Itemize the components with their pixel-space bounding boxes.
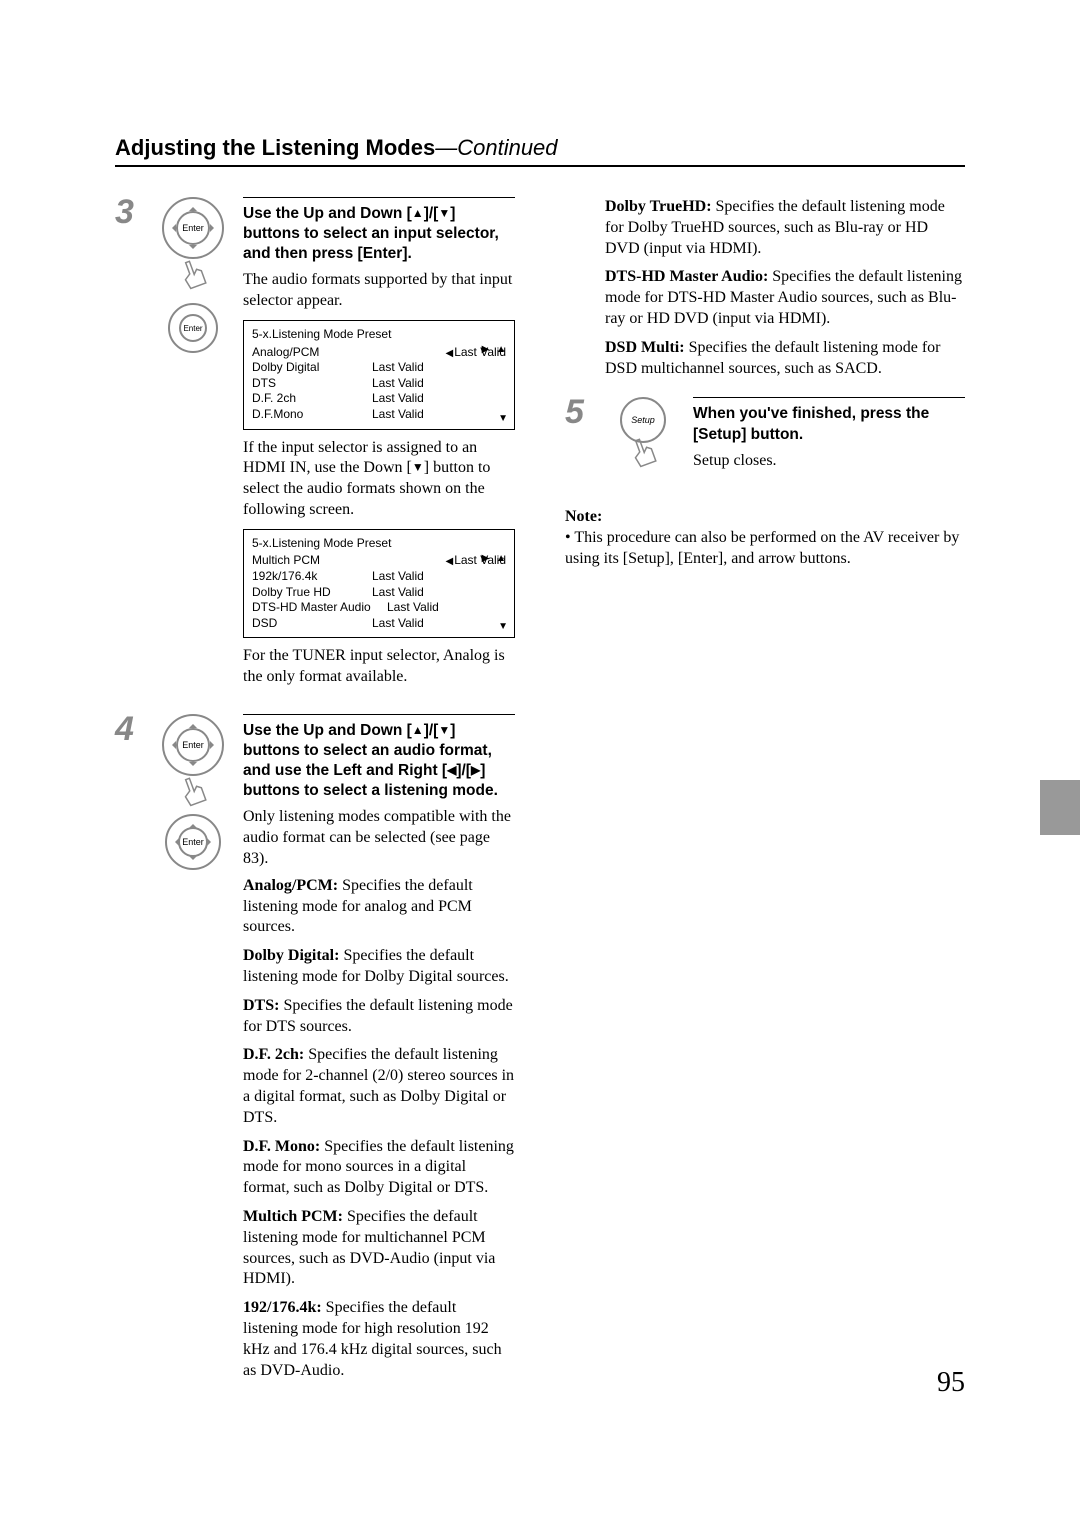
hand-icon xyxy=(617,430,668,481)
hand-icon xyxy=(167,768,218,819)
table-row: Dolby True HDLast Valid xyxy=(252,585,506,601)
title-main: Adjusting the Listening Modes xyxy=(115,135,435,160)
step3-remote-icon: Enter Enter xyxy=(155,197,231,694)
step3-tail: For the TUNER input selector, Analog is … xyxy=(243,646,515,688)
enter-wheel-icon: Enter xyxy=(165,814,221,870)
step5-heading: When you've finished, press the [Setup] … xyxy=(693,404,965,444)
def-item: Dolby Digital: Specifies the default lis… xyxy=(243,946,515,988)
step5-divider xyxy=(693,397,965,398)
step3-divider xyxy=(243,197,515,198)
step4-cont: Dolby TrueHD: Specifies the default list… xyxy=(565,197,965,387)
page-title: Adjusting the Listening Modes—Continued xyxy=(115,135,965,167)
side-tab xyxy=(1040,780,1080,835)
def-item: Dolby TrueHD: Specifies the default list… xyxy=(605,197,965,259)
table-row: Analog/PCMLast Valid xyxy=(252,345,506,361)
step4-divider xyxy=(243,714,515,715)
step-3: 3 Enter Enter Use the U xyxy=(115,197,515,694)
table-row: DSDLast Valid xyxy=(252,616,506,632)
table-row: Multich PCMLast Valid xyxy=(252,553,506,569)
def-item: 192/176.4k: Specifies the default listen… xyxy=(243,1298,515,1381)
note-heading: Note: xyxy=(565,507,965,528)
up-icon: ▲ xyxy=(412,723,424,739)
right-icon: ▶ xyxy=(471,763,480,779)
preset-box1-title: 5-x.Listening Mode Preset xyxy=(252,327,506,343)
step-4: 4 Enter Enter xyxy=(115,714,515,1389)
table-row: D.F. 2chLast Valid xyxy=(252,391,506,407)
step-5: 5 Setup When you've finished, press the … xyxy=(565,397,965,477)
table-row: DTSLast Valid xyxy=(252,376,506,392)
hand-icon xyxy=(167,251,218,302)
nav-arrows-icon xyxy=(482,343,508,356)
enter-label-2: Enter xyxy=(179,314,207,342)
down-icon: ▼ xyxy=(438,206,450,222)
def-item: DTS: Specifies the default listening mod… xyxy=(243,996,515,1038)
up-icon: ▲ xyxy=(412,206,424,222)
step5-setup-icon: Setup xyxy=(605,397,681,477)
table-row: DTS-HD Master AudioLast Valid xyxy=(252,600,506,616)
step3-heading: Use the Up and Down [▲]/[▼] buttons to s… xyxy=(243,204,515,264)
def-item: Multich PCM: Specifies the default liste… xyxy=(243,1207,515,1290)
scroll-down-icon xyxy=(498,412,508,425)
enter-wheel-icon: Enter xyxy=(162,197,224,259)
def-item: D.F. 2ch: Specifies the default listenin… xyxy=(243,1045,515,1128)
step3-desc: The audio formats supported by that inpu… xyxy=(243,270,515,312)
note-block: Note: • This procedure can also be perfo… xyxy=(565,507,965,569)
table-row: D.F.MonoLast Valid xyxy=(252,407,506,423)
preset-box-1: 5-x.Listening Mode Preset Analog/PCMLast… xyxy=(243,320,515,430)
step4-remote-icon: Enter Enter xyxy=(155,714,231,1389)
def-item: DSD Multi: Specifies the default listeni… xyxy=(605,338,965,380)
nav-arrows-icon xyxy=(482,552,508,565)
note-body: • This procedure can also be performed o… xyxy=(565,528,965,570)
preset-box-2: 5-x.Listening Mode Preset Multich PCMLas… xyxy=(243,529,515,639)
enter-label-3: Enter xyxy=(176,728,210,762)
enter-label-4: Enter xyxy=(178,827,208,857)
down-icon: ▼ xyxy=(412,460,424,476)
step4-heading: Use the Up and Down [▲]/[▼] buttons to s… xyxy=(243,721,515,802)
preset-box2-title: 5-x.Listening Mode Preset xyxy=(252,536,506,552)
step3-mid-text: If the input selector is assigned to an … xyxy=(243,438,515,521)
def-item: Analog/PCM: Specifies the default listen… xyxy=(243,876,515,938)
left-icon: ◀ xyxy=(447,763,456,779)
table-row: Dolby DigitalLast Valid xyxy=(252,360,506,376)
step5-desc: Setup closes. xyxy=(693,451,965,472)
definition-list: Analog/PCM: Specifies the default listen… xyxy=(243,876,515,1382)
title-suffix: —Continued xyxy=(435,135,557,160)
table-row: 192k/176.4kLast Valid xyxy=(252,569,506,585)
down-icon: ▼ xyxy=(438,723,450,739)
step-number-3: 3 xyxy=(115,195,143,694)
def-item: D.F. Mono: Specifies the default listeni… xyxy=(243,1137,515,1199)
page-number: 95 xyxy=(937,1367,965,1399)
enter-wheel-icon: Enter xyxy=(162,714,224,776)
step4-desc: Only listening modes compatible with the… xyxy=(243,807,515,869)
def-item: DTS-HD Master Audio: Specifies the defau… xyxy=(605,267,965,329)
scroll-down-icon xyxy=(498,620,508,633)
step-number-5: 5 xyxy=(565,395,593,477)
enter-press-icon: Enter xyxy=(168,303,218,353)
step-number-4: 4 xyxy=(115,712,143,1389)
enter-label: Enter xyxy=(176,211,210,245)
